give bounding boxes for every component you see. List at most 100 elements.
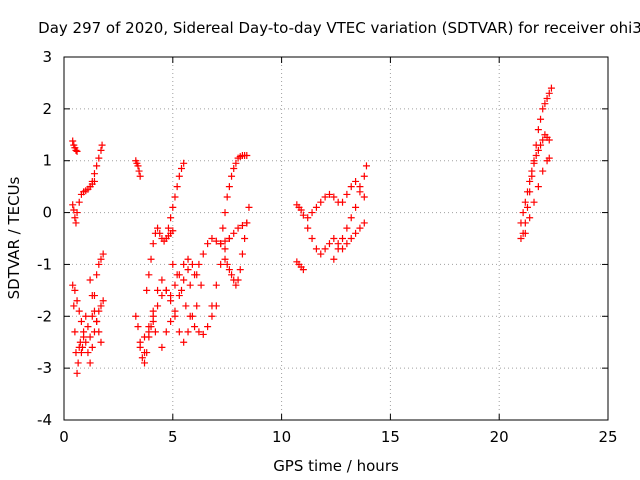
data-point [163,287,170,294]
series-pass-a-mid [69,178,98,226]
data-point [132,313,139,320]
data-point [241,235,248,242]
series-pass-b [69,282,87,377]
data-point [171,194,178,201]
data-point [198,282,205,289]
data-point [537,116,544,123]
data-point [228,173,235,180]
data-point [167,214,174,221]
data-point [75,359,82,366]
data-point [191,323,198,330]
data-point [163,328,170,335]
data-point [76,308,83,315]
series-pass-y [522,155,553,237]
data-point [137,344,144,351]
data-point [97,339,104,346]
data-point [158,292,165,299]
series-pass-q [293,201,307,218]
data-point [187,282,194,289]
data-point [185,266,192,273]
data-point [91,170,98,177]
series-pass-j [165,160,187,232]
data-point [137,173,144,180]
data-point [87,334,94,341]
data-point [143,287,150,294]
data-point [74,370,81,377]
x-axis-label: GPS time / hours [273,457,399,475]
y-tick-label: -4 [37,411,52,429]
data-point [230,230,237,237]
data-point [348,183,355,190]
y-tick-label: -1 [37,255,52,273]
data-point [226,183,233,190]
data-point [97,147,104,154]
data-point [361,219,368,226]
data-point [309,235,316,242]
data-point [176,328,183,335]
data-point [535,126,542,133]
data-point [152,328,159,335]
series-pass-t [304,191,341,221]
data-point [317,199,324,206]
data-point [195,261,202,268]
data-point [339,235,346,242]
data-point [167,318,174,325]
data-point [71,328,78,335]
data-point [313,245,320,252]
data-point [154,287,161,294]
y-tick-label: -3 [37,359,52,377]
data-point [339,199,346,206]
x-tick-label: 10 [272,428,291,446]
x-tick-label: 15 [381,428,400,446]
series-pass-s [304,219,368,257]
series-pass-v [339,178,368,206]
data-point [99,142,106,149]
data-point [539,168,546,175]
data-point [89,344,96,351]
data-point [317,251,324,258]
data-point [134,323,141,330]
data-point [204,323,211,330]
data-point [520,209,527,216]
x-tick-label: 0 [59,428,69,446]
series-pass-p [222,204,253,289]
data-point [361,194,368,201]
data-point [182,302,189,309]
data-point [528,168,535,175]
data-point [76,199,83,206]
data-points [69,85,555,377]
data-point [330,235,337,242]
data-point [158,276,165,283]
data-point [343,191,350,198]
data-point [535,183,542,190]
y-tick-label: 1 [42,152,52,170]
y-axis-label: SDTVAR / TECUs [5,176,23,299]
data-point [150,308,157,315]
y-tick-label: 2 [42,100,52,118]
data-point [239,251,246,258]
data-point [69,201,76,208]
data-point [304,225,311,232]
data-point [180,276,187,283]
data-point [517,219,524,226]
data-point [141,334,148,341]
data-point [348,214,355,221]
data-point [171,282,178,289]
data-point [80,328,87,335]
x-tick-label: 5 [168,428,178,446]
data-point [204,240,211,247]
data-point [136,168,143,175]
data-point [93,318,100,325]
data-point [69,138,76,145]
data-point [343,225,350,232]
data-point [352,230,359,237]
data-point [326,240,333,247]
data-point [356,183,363,190]
data-point [93,162,100,169]
data-point [154,302,161,309]
series-pass-r [293,258,307,273]
data-point [74,297,81,304]
data-point [352,178,359,185]
data-point [193,302,200,309]
data-point [72,219,79,226]
